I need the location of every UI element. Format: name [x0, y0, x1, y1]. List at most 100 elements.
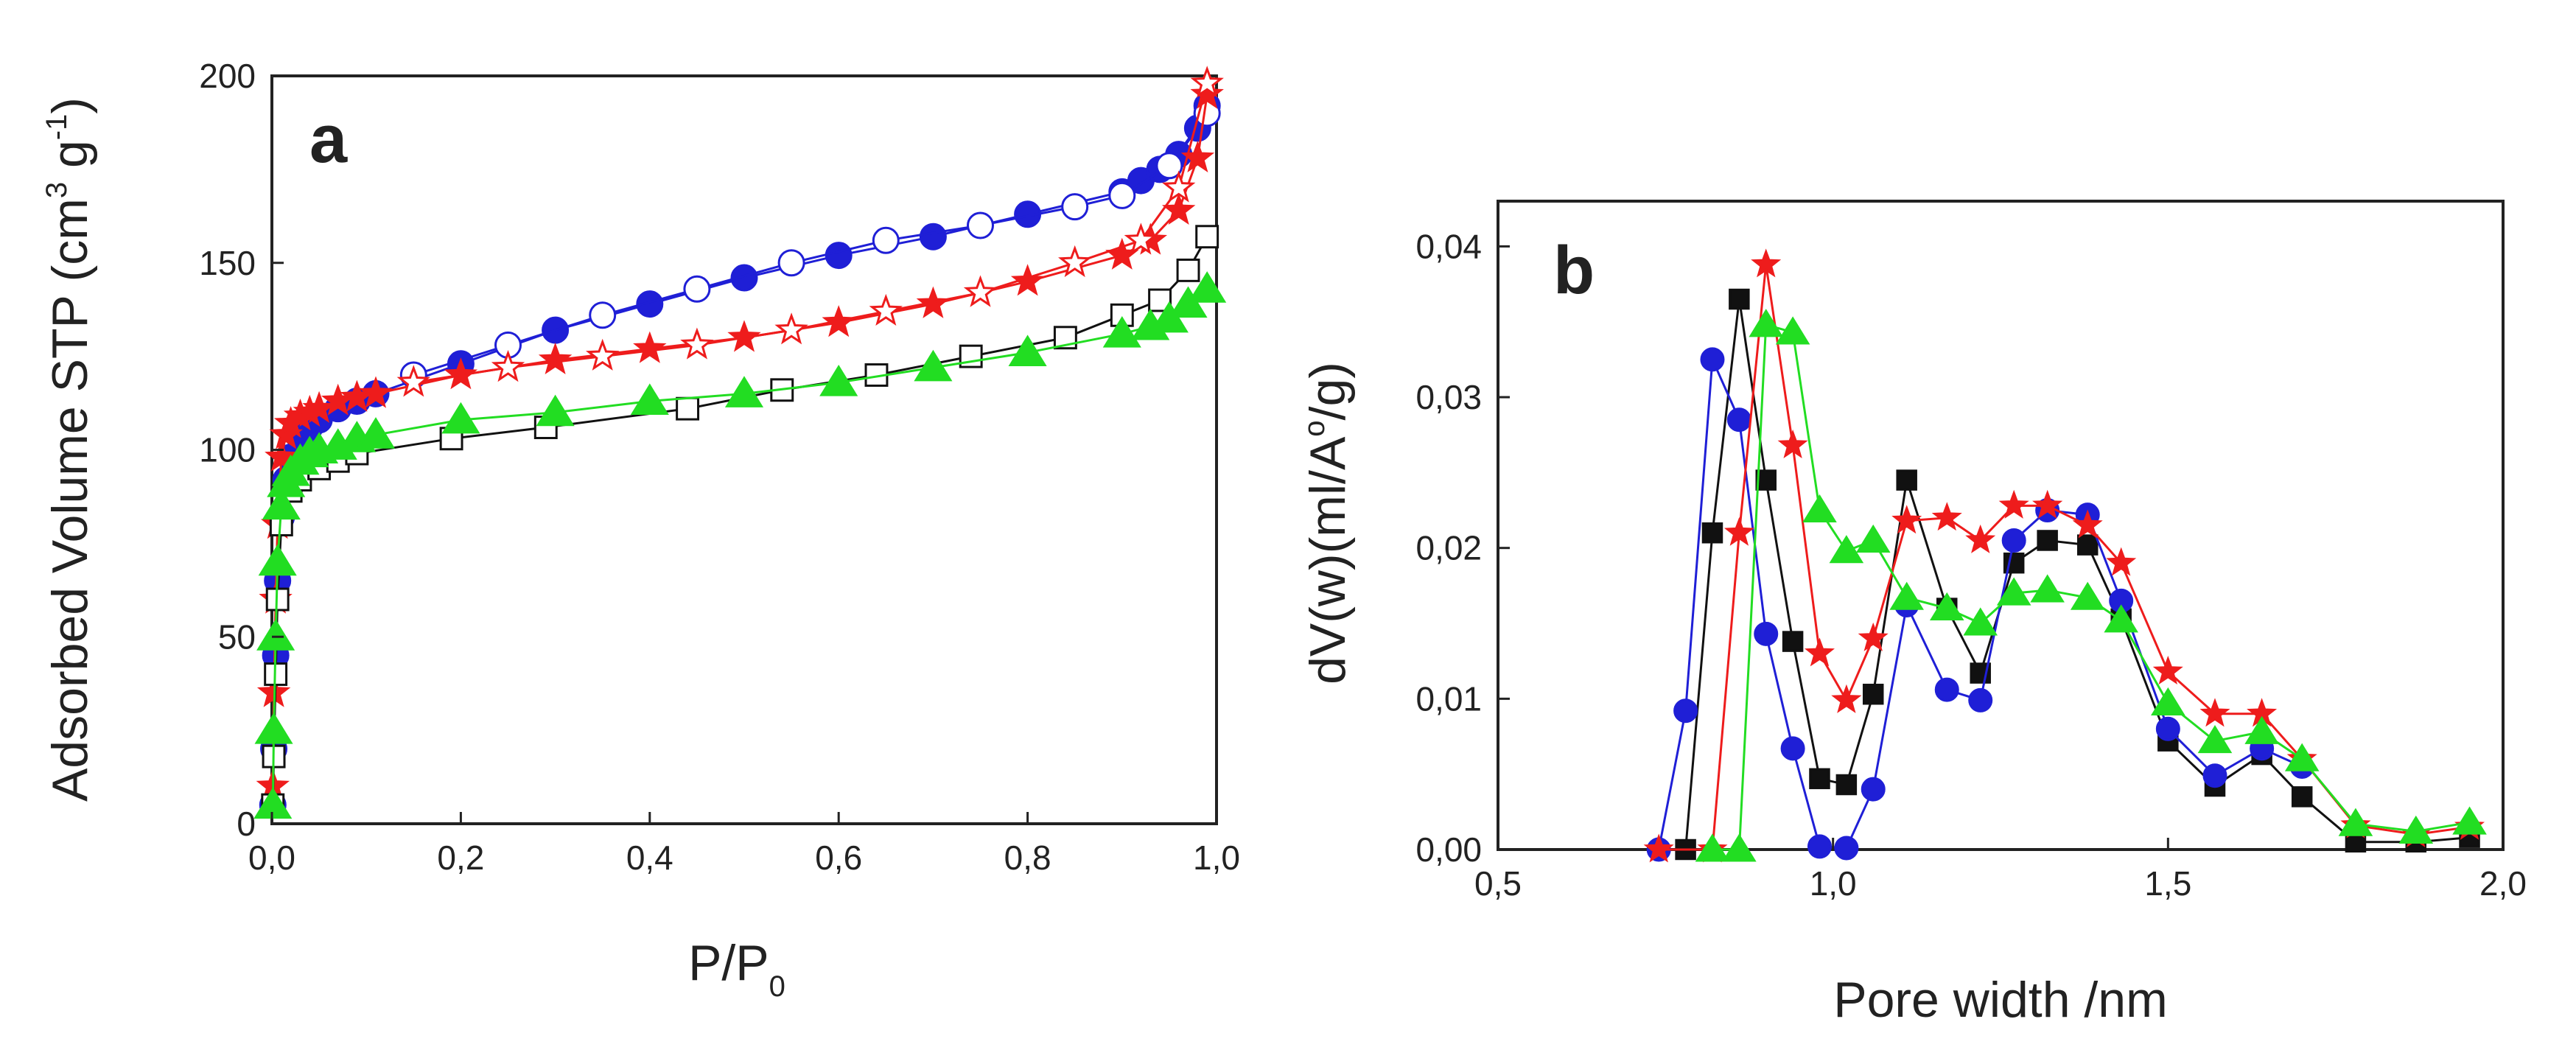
panel-a-xlabel-main: P/P [688, 935, 769, 991]
data-point-green [1722, 833, 1757, 862]
panel-a-series-layer [253, 66, 1227, 819]
data-point-green-adsorption [1008, 335, 1047, 367]
data-point-blue-desorption [967, 211, 994, 239]
panel-a-axis-ticks: 0,0 0,2 0,4 0,6 0,8 1,0 0 50 100 150 200 [199, 57, 1240, 877]
data-point-red [1891, 505, 1922, 534]
data-point-green-adsorption [254, 712, 293, 744]
data-point-black-desorption [1195, 225, 1219, 249]
data-point-green [2452, 806, 2487, 835]
data-point-blue [1754, 621, 1779, 646]
data-point-red-adsorption [727, 320, 761, 352]
panel-a-letter: a [309, 102, 348, 177]
x-tick-label: 0,5 [1474, 864, 1522, 903]
panel-b-ylabel-end: /g) [1300, 362, 1356, 420]
data-point-blue [2155, 716, 2180, 741]
data-point-green [1889, 581, 1924, 610]
y-tick-label: 0,00 [1415, 830, 1482, 869]
data-point-green-adsorption [819, 365, 858, 396]
data-point-red-adsorption [633, 331, 667, 363]
series-red [1643, 248, 2485, 863]
data-point-red [2106, 547, 2137, 576]
series-green [1695, 309, 2487, 862]
data-point-green-adsorption [258, 544, 297, 576]
data-point-blue-desorption [872, 226, 900, 254]
panel-a-ylabel-sup1: 3 [41, 182, 73, 198]
data-point-black [1755, 469, 1777, 491]
series-blue-desorption [399, 99, 1221, 389]
data-point-blue-adsorption [825, 242, 853, 270]
data-point-green [2284, 743, 2320, 771]
series-red-adsorption [256, 77, 1224, 801]
data-point-green [2070, 581, 2105, 610]
data-point-red-adsorption [1190, 77, 1224, 109]
data-point-red [2072, 509, 2103, 539]
x-tick-label: 0,4 [626, 838, 673, 877]
y-tick-label: 0,03 [1415, 378, 1482, 416]
data-point-red [1777, 429, 1808, 459]
data-point-green [2398, 815, 2434, 844]
data-point-blue [1673, 698, 1698, 724]
data-point-green [1802, 494, 1837, 523]
data-point-blue [1807, 834, 1832, 859]
x-tick-label: 0,8 [1004, 838, 1051, 877]
series-line-blue-desorption [413, 112, 1208, 377]
panel-b-series-layer [1643, 248, 2487, 863]
data-point-red-adsorption [302, 391, 336, 423]
data-point-green [1929, 592, 1964, 621]
panel-a-ylabel-main: Adsorbed Volume STP (cm [42, 198, 98, 802]
panel-a-plot-frame [270, 74, 1218, 825]
data-point-green [1829, 535, 1864, 564]
data-point-black-desorption [1176, 258, 1200, 282]
data-point-green-adsorption [536, 394, 575, 427]
data-point-red-adsorption [1010, 264, 1045, 296]
data-point-blue-desorption [777, 249, 805, 277]
data-point-blue [2202, 763, 2227, 788]
data-point-red [1805, 637, 1835, 667]
data-point-green [1695, 833, 1730, 862]
data-point-green [2197, 725, 2233, 754]
data-point-green [2104, 604, 2138, 633]
panel-b-ylabel-sup1: o [1298, 420, 1331, 436]
panel-a-ylabel-end: ) [42, 97, 98, 114]
series-blue [1646, 347, 2314, 862]
data-point-black [2037, 530, 2058, 551]
data-point-blue-adsorption [919, 223, 947, 251]
x-tick-label: 0,0 [248, 838, 295, 877]
y-tick-label: 150 [199, 244, 256, 282]
data-point-red [1643, 833, 1674, 863]
panel-a-ylabel-sup2: -1 [41, 114, 73, 141]
data-point-green-adsorption [914, 349, 953, 382]
data-point-blue [1934, 677, 1959, 702]
data-point-green [1855, 524, 1891, 553]
data-point-green-adsorption [1102, 316, 1141, 348]
y-tick-label: 100 [199, 431, 256, 469]
data-point-red-desorption [963, 275, 998, 307]
y-tick-label: 200 [199, 57, 256, 95]
data-point-red-desorption [1162, 170, 1196, 203]
data-point-red-adsorption [1161, 192, 1196, 225]
x-tick-label: 2,0 [2479, 864, 2527, 903]
panel-b-ylabel: dV(w)(ml/Ao/g) [1298, 362, 1356, 684]
data-point-blue [1726, 407, 1751, 433]
data-point-red [2199, 698, 2230, 727]
data-point-black [1862, 683, 1884, 705]
data-point-green [1749, 309, 1784, 337]
data-point-green [2244, 715, 2279, 744]
x-tick-label: 1,5 [2144, 864, 2191, 903]
data-point-red-adsorption [1105, 237, 1139, 270]
data-point-green-adsorption [262, 488, 301, 520]
y-tick-label: 0,01 [1415, 679, 1482, 718]
series-red-desorption [396, 66, 1224, 397]
data-point-red-desorption [396, 365, 430, 397]
data-point-green [1996, 577, 2031, 606]
data-point-blue-adsorption [730, 264, 758, 292]
data-point-red-desorption [585, 338, 620, 371]
data-point-red-desorption [491, 349, 525, 382]
data-point-black [1701, 522, 1723, 544]
x-tick-label: 1,0 [1193, 838, 1240, 877]
data-point-red [2032, 489, 2063, 519]
data-point-red-adsorption [538, 342, 573, 374]
panel-a-xlabel: P/P0 [688, 935, 785, 1003]
